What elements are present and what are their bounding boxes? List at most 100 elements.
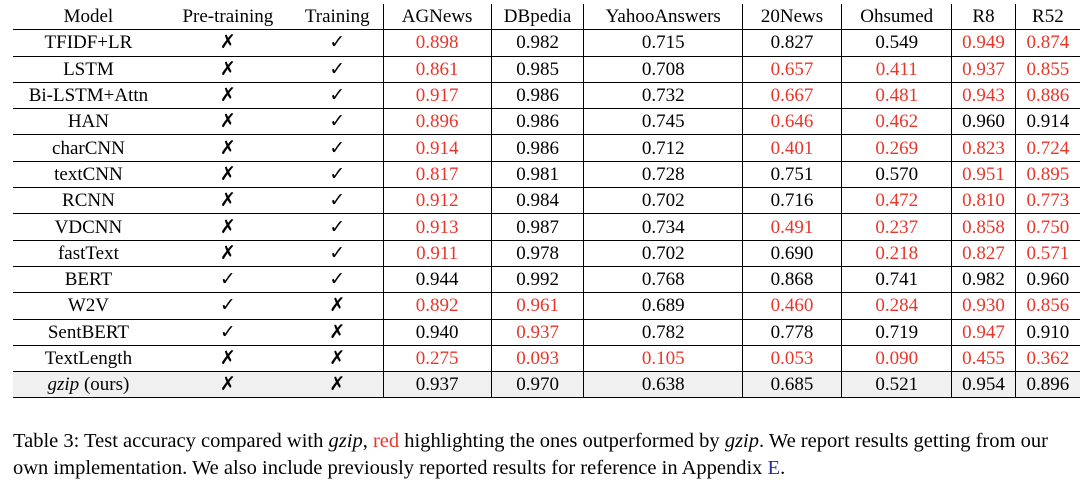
cell-value: 0.886 (1014, 82, 1080, 110)
cell-value: 0.768 (583, 266, 743, 294)
cell-value: 0.978 (490, 240, 584, 267)
cell-training: ✓ (291, 29, 383, 57)
table-body: TFIDF+LR ✗ ✓ 0.898 0.982 0.715 0.827 0.549 0.949… (13, 29, 1080, 399)
header-yahooanswers: YahooAnswers (583, 4, 743, 31)
cell-value: 0.868 (741, 266, 842, 294)
table-row: W2V ✓ ✗ 0.892 0.961 0.689 0.460 0.284 0.930 0.856 (13, 292, 1080, 320)
cell-pretraining: ✗ (163, 82, 292, 110)
cell-value: 0.719 (841, 319, 952, 346)
cell-value: 0.949 (951, 29, 1016, 57)
cell-value: 0.917 (382, 82, 492, 110)
cell-model: VDCNN (13, 213, 164, 241)
cell-pretraining: ✗ (163, 187, 292, 215)
cell-model: charCNN (13, 134, 164, 162)
header-ohsumed: Ohsumed (841, 4, 952, 31)
model-name-italic: gzip (47, 374, 80, 396)
cell-value: 0.986 (490, 108, 584, 136)
caption-text: . We report results getting from our own… (13, 430, 1048, 479)
cell-pretraining: ✗ (163, 56, 292, 83)
cell-value: 0.895 (1014, 161, 1080, 189)
cell-value: 0.954 (951, 371, 1016, 399)
header-model: Model (13, 4, 164, 31)
cell-value: 0.741 (841, 266, 952, 294)
cell-training: ✓ (291, 134, 383, 162)
cell-value: 0.401 (741, 134, 842, 162)
cell-value: 0.773 (1014, 187, 1080, 215)
cell-value: 0.732 (583, 82, 743, 110)
cell-value: 0.855 (1014, 56, 1080, 83)
cell-training: ✓ (291, 82, 383, 110)
cell-value: 0.275 (382, 345, 492, 373)
cell-value: 0.911 (382, 240, 492, 267)
header-r52: R52 (1014, 4, 1080, 31)
cell-training: ✗ (291, 292, 383, 320)
cell-value: 0.685 (741, 371, 842, 399)
cell-model: Bi-LSTM+Attn (13, 82, 164, 110)
cell-model: BERT (13, 266, 164, 294)
caption-text: , (362, 430, 373, 452)
table-row: TextLength ✗ ✗ 0.275 0.093 0.105 0.053 0.090 0.4… (13, 345, 1080, 373)
cell-value: 0.093 (490, 345, 584, 373)
cell-value: 0.930 (951, 292, 1016, 320)
table-row-ours: gzip (ours) ✗ ✗ 0.937 0.970 0.638 0.685 0.521 0.… (13, 371, 1080, 399)
cell-value: 0.914 (1014, 108, 1080, 136)
table-row: LSTM ✗ ✓ 0.861 0.985 0.708 0.657 0.411 0.937 0.85… (13, 56, 1080, 83)
cell-training: ✗ (291, 319, 383, 346)
cell-value: 0.724 (1014, 134, 1080, 162)
cell-value: 0.861 (382, 56, 492, 83)
cell-value: 0.960 (1014, 266, 1080, 294)
cell-value: 0.237 (841, 213, 952, 241)
cell-pretraining: ✓ (163, 292, 292, 320)
cell-value: 0.992 (490, 266, 584, 294)
cell-value: 0.943 (951, 82, 1016, 110)
header-row: Model Pre-training Training AGNews DBped… (13, 4, 1080, 31)
cell-value: 0.912 (382, 187, 492, 215)
header-r8: R8 (951, 4, 1016, 31)
cell-pretraining: ✗ (163, 240, 292, 267)
results-table: Model Pre-training Training AGNews DBped… (13, 4, 1080, 399)
cell-training: ✓ (291, 187, 383, 215)
cell-value: 0.728 (583, 161, 743, 189)
table-row: fastText ✗ ✓ 0.911 0.978 0.702 0.690 0.218 0.827… (13, 240, 1080, 267)
cell-value: 0.982 (951, 266, 1016, 294)
cell-pretraining: ✗ (163, 213, 292, 241)
header-pretraining: Pre-training (163, 4, 292, 31)
caption-red-word: red (372, 430, 400, 452)
cell-value: 0.657 (741, 56, 842, 83)
cell-value: 0.745 (583, 108, 743, 136)
cell-value: 0.750 (1014, 213, 1080, 241)
cell-value: 0.715 (583, 29, 743, 57)
cell-value: 0.689 (583, 292, 743, 320)
cell-training: ✓ (291, 108, 383, 136)
cell-value: 0.284 (841, 292, 952, 320)
cell-value: 0.702 (583, 187, 743, 215)
appendix-link[interactable]: E (767, 457, 781, 479)
cell-value: 0.940 (382, 319, 492, 346)
cell-value: 0.937 (490, 319, 584, 346)
cell-value: 0.462 (841, 108, 952, 136)
header-agnews: AGNews (382, 4, 492, 31)
cell-value: 0.549 (841, 29, 952, 57)
cell-pretraining: ✗ (163, 108, 292, 136)
cell-value: 0.984 (490, 187, 584, 215)
cell-value: 0.638 (583, 371, 743, 399)
table-row: VDCNN ✗ ✓ 0.913 0.987 0.734 0.491 0.237 0.858 0.7… (13, 213, 1080, 241)
cell-value: 0.570 (841, 161, 952, 189)
cell-value: 0.702 (583, 240, 743, 267)
cell-value: 0.823 (951, 134, 1016, 162)
cell-value: 0.455 (951, 345, 1016, 373)
cell-model: TFIDF+LR (13, 29, 164, 57)
cell-value: 0.751 (741, 161, 842, 189)
table-row: charCNN ✗ ✓ 0.914 0.986 0.712 0.401 0.269 0.823 0… (13, 134, 1080, 162)
cell-value: 0.896 (1014, 371, 1080, 399)
cell-value: 0.411 (841, 56, 952, 83)
cell-value: 0.827 (951, 240, 1016, 267)
cell-value: 0.817 (382, 161, 492, 189)
cell-pretraining: ✓ (163, 266, 292, 294)
cell-value: 0.914 (382, 134, 492, 162)
cell-model: SentBERT (13, 319, 164, 346)
cell-value: 0.472 (841, 187, 952, 215)
cell-pretraining: ✗ (163, 161, 292, 189)
cell-value: 0.269 (841, 134, 952, 162)
cell-training: ✗ (291, 371, 383, 399)
